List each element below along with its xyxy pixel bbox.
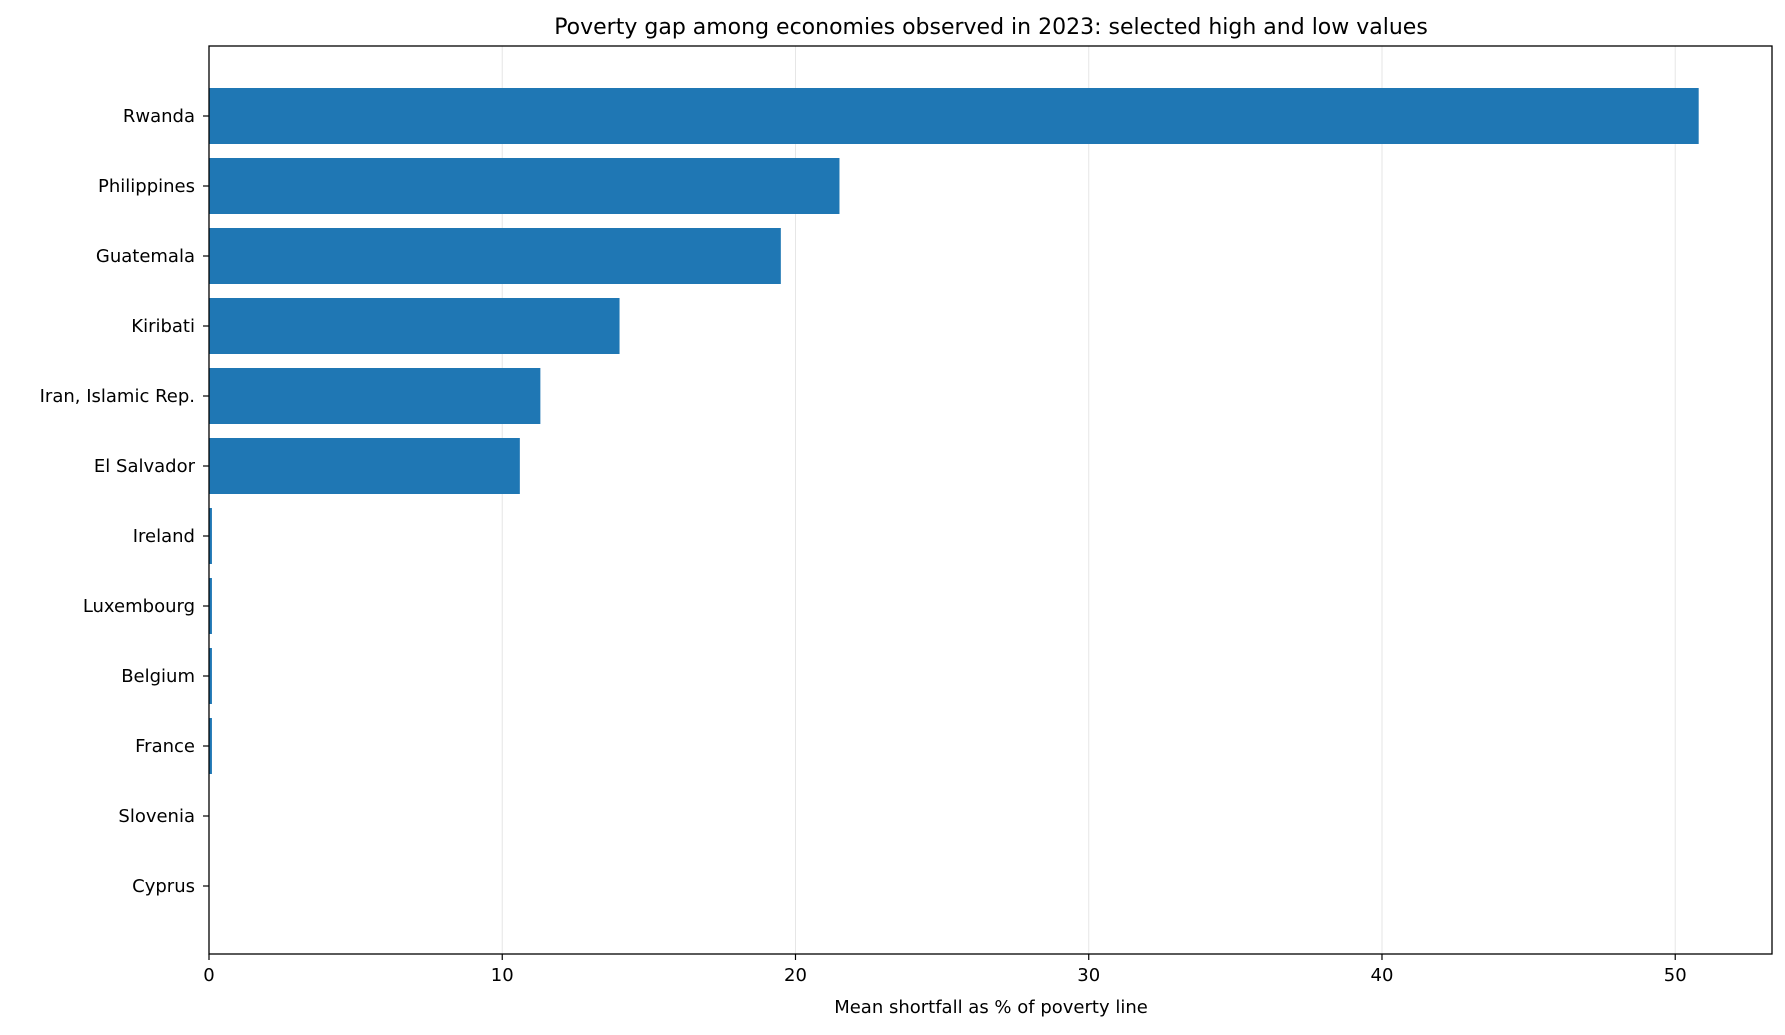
y-tick-label: Rwanda [123,106,195,127]
bar [209,648,212,704]
x-tick-label: 20 [784,965,807,986]
x-tick-label: 0 [203,965,214,986]
bar [209,578,212,634]
x-tick-label: 30 [1077,965,1100,986]
x-tick-label: 40 [1371,965,1394,986]
x-axis-label: Mean shortfall as % of poverty line [834,997,1148,1018]
y-tick-label: Ireland [133,526,195,547]
y-tick-label: Kiribati [131,316,195,337]
bar [209,88,1699,144]
y-tick-label: Iran, Islamic Rep. [40,386,195,407]
x-tick-label: 10 [491,965,514,986]
y-tick-label: Philippines [98,176,195,197]
bar [209,228,781,284]
y-tick-label: Cyprus [132,876,195,897]
bar [209,438,520,494]
y-tick-label: France [135,736,195,757]
bar [209,158,840,214]
x-axis: 0 10 20 30 40 50 [203,954,1687,986]
bars [209,88,1699,774]
chart-title: Poverty gap among economies observed in … [554,15,1428,40]
y-tick-label: Slovenia [118,806,195,827]
y-tick-label: Belgium [121,666,195,687]
plot-frame [208,45,1773,955]
bar [209,718,212,774]
y-tick-label: Guatemala [96,246,195,267]
y-tick-label: El Salvador [94,456,196,477]
bar [209,368,541,424]
bar [209,298,620,354]
x-tick-label: 50 [1664,965,1687,986]
bar [209,508,212,564]
y-tick-label: Luxembourg [83,596,195,617]
y-axis: Rwanda Philippines Guatemala Kiribati Iran, … [40,106,209,897]
